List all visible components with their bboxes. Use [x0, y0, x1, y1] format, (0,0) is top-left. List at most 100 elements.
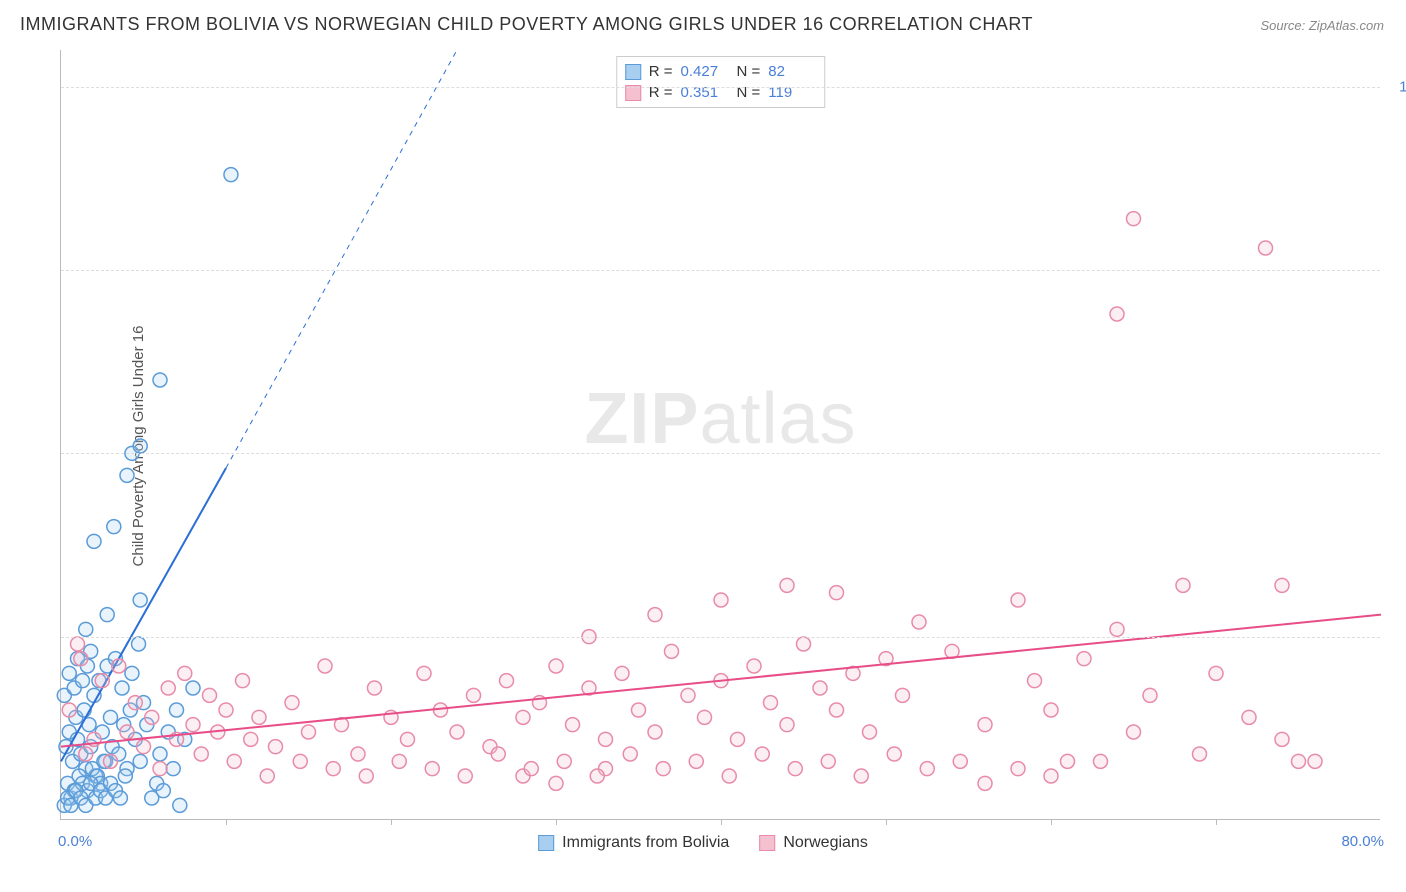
scatter-point	[491, 747, 505, 761]
scatter-point	[252, 710, 266, 724]
scatter-point	[401, 732, 415, 746]
scatter-point	[74, 652, 88, 666]
scatter-point	[549, 659, 563, 673]
scatter-point	[681, 688, 695, 702]
scatter-point	[173, 798, 187, 812]
scatter-point	[714, 593, 728, 607]
gridline	[61, 453, 1380, 454]
x-tick-mark	[1051, 819, 1052, 825]
legend-swatch	[538, 835, 554, 851]
scatter-point	[458, 769, 472, 783]
scatter-point	[425, 762, 439, 776]
scatter-point	[236, 674, 250, 688]
scatter-point	[1110, 622, 1124, 636]
scatter-point	[1011, 593, 1025, 607]
legend-item: Immigrants from Bolivia	[538, 834, 729, 852]
scatter-point	[830, 703, 844, 717]
gridline	[61, 87, 1380, 88]
trend-line-dashed	[226, 50, 457, 468]
scatter-point	[161, 681, 175, 695]
scatter-point	[269, 740, 283, 754]
scatter-point	[133, 439, 147, 453]
scatter-point	[170, 703, 184, 717]
scatter-point	[153, 747, 167, 761]
scatter-point	[219, 703, 233, 717]
scatter-point	[133, 754, 147, 768]
scatter-point	[698, 710, 712, 724]
scatter-point	[590, 769, 604, 783]
legend-bottom: Immigrants from BoliviaNorwegians	[538, 834, 868, 852]
scatter-point	[1127, 212, 1141, 226]
scatter-point	[318, 659, 332, 673]
scatter-point	[1209, 666, 1223, 680]
scatter-point	[524, 762, 538, 776]
scatter-point	[1242, 710, 1256, 724]
scatter-point	[244, 732, 258, 746]
scatter-point	[887, 747, 901, 761]
scatter-point	[549, 776, 563, 790]
scatter-point	[912, 615, 926, 629]
y-tick-label: 50.0%	[1390, 445, 1406, 462]
x-axis-min-label: 0.0%	[58, 833, 92, 850]
scatter-point	[764, 696, 778, 710]
scatter-point	[648, 725, 662, 739]
scatter-point	[137, 740, 151, 754]
legend-label: Immigrants from Bolivia	[562, 834, 729, 852]
gridline	[61, 637, 1380, 638]
scatter-point	[1094, 754, 1108, 768]
scatter-point	[351, 747, 365, 761]
scatter-point	[665, 644, 679, 658]
scatter-point	[186, 718, 200, 732]
x-tick-mark	[1216, 819, 1217, 825]
scatter-point	[260, 769, 274, 783]
gridline	[61, 270, 1380, 271]
scatter-point	[599, 732, 613, 746]
scatter-point	[854, 769, 868, 783]
x-tick-mark	[886, 819, 887, 825]
scatter-point	[722, 769, 736, 783]
scatter-point	[1028, 674, 1042, 688]
scatter-point	[1143, 688, 1157, 702]
scatter-point	[1061, 754, 1075, 768]
chart-title: IMMIGRANTS FROM BOLIVIA VS NORWEGIAN CHI…	[20, 14, 1033, 35]
scatter-point	[1044, 769, 1058, 783]
scatter-point	[978, 776, 992, 790]
scatter-point	[467, 688, 481, 702]
x-axis-max-label: 80.0%	[1341, 833, 1384, 850]
scatter-point	[62, 703, 76, 717]
scatter-point	[1308, 754, 1322, 768]
scatter-point	[118, 769, 132, 783]
scatter-point	[1011, 762, 1025, 776]
scatter-point	[615, 666, 629, 680]
scatter-point	[79, 622, 93, 636]
scatter-point	[623, 747, 637, 761]
scatter-point	[821, 754, 835, 768]
scatter-point	[145, 710, 159, 724]
scatter-point	[113, 791, 127, 805]
scatter-point	[1275, 732, 1289, 746]
y-tick-label: 75.0%	[1390, 262, 1406, 279]
scatter-point	[780, 718, 794, 732]
trend-line	[61, 468, 226, 761]
scatter-point	[203, 688, 217, 702]
scatter-point	[648, 608, 662, 622]
scatter-point	[194, 747, 208, 761]
scatter-point	[224, 168, 238, 182]
x-tick-mark	[226, 819, 227, 825]
scatter-point	[95, 674, 109, 688]
scatter-point	[392, 754, 406, 768]
scatter-point	[87, 534, 101, 548]
x-tick-mark	[556, 819, 557, 825]
scatter-point	[120, 725, 134, 739]
scatter-point	[115, 681, 129, 695]
scatter-point	[293, 754, 307, 768]
legend-swatch	[759, 835, 775, 851]
scatter-point	[920, 762, 934, 776]
scatter-point	[71, 637, 85, 651]
scatter-point	[632, 703, 646, 717]
scatter-point	[62, 666, 76, 680]
scatter-point	[285, 696, 299, 710]
scatter-point	[100, 608, 114, 622]
scatter-point	[166, 762, 180, 776]
scatter-point	[813, 681, 827, 695]
